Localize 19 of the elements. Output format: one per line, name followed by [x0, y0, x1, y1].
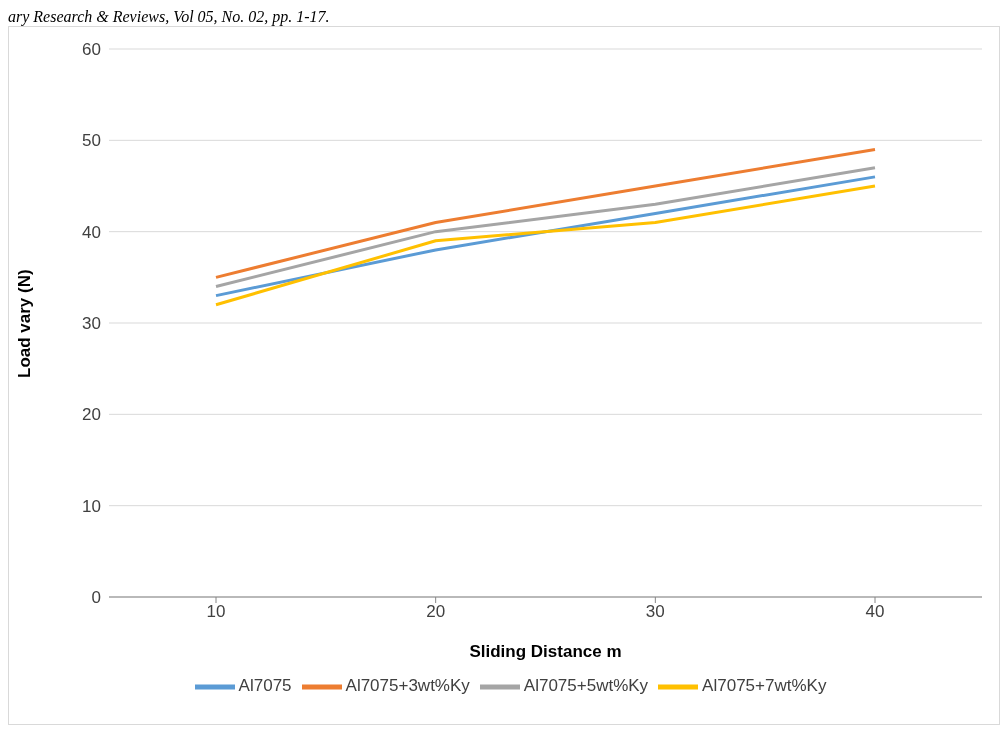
- y-tick-label: 10: [82, 496, 101, 516]
- legend-label: Al7075: [238, 676, 292, 696]
- line-series: [214, 147, 877, 279]
- legend-label: Al7075+7wt%Ky: [702, 676, 827, 696]
- y-tick-label: 20: [82, 405, 101, 425]
- text: ary Research & Reviews, Vol 05, No. 02, pp. 1-17.: [8, 8, 331, 26]
- legend-label: Al7075+5wt%Ky: [523, 676, 649, 696]
- legend-label: Al7075+3wt%Ky: [345, 676, 470, 696]
- y-axis-title: Load vary (N): [15, 269, 35, 378]
- y-tick-label: 60: [82, 40, 101, 60]
- x-tick-label: 20: [426, 602, 446, 622]
- x-tick-label: 10: [206, 602, 226, 622]
- y-tick-label: 30: [82, 314, 101, 334]
- x-axis-title: Sliding Distance m: [469, 642, 622, 661]
- x-tick-label: 40: [865, 602, 885, 622]
- y-tick-label: 0: [91, 588, 101, 608]
- x-tick-label: 30: [645, 602, 665, 622]
- y-tick-label: 50: [82, 131, 101, 151]
- y-tick-label: 40: [82, 222, 101, 242]
